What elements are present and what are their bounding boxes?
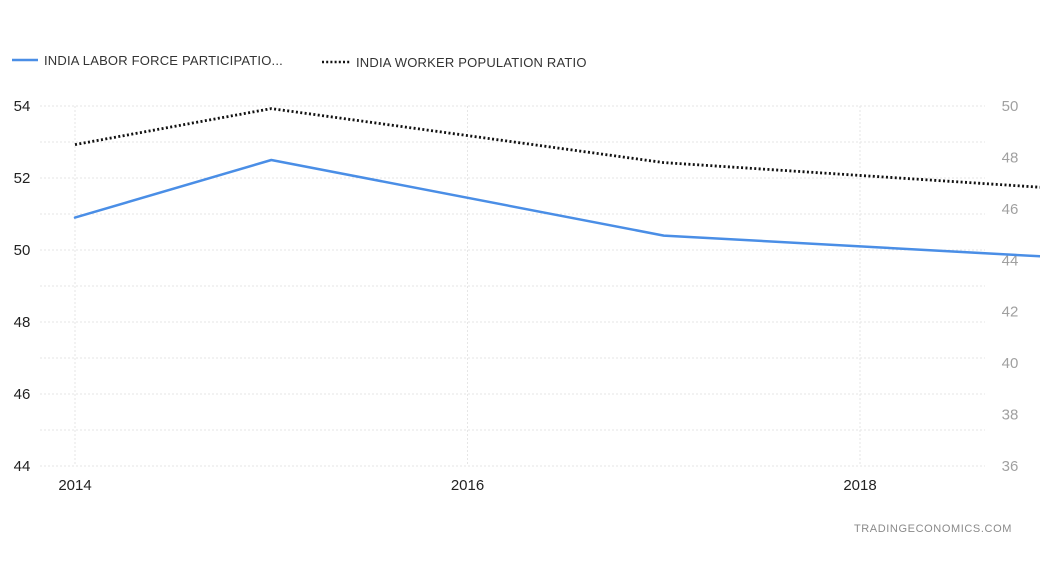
left-axis-tick-label: 54 [14, 98, 31, 115]
right-axis-tick-label: 40 [1002, 355, 1019, 372]
legend-label-labor-force: INDIA LABOR FORCE PARTICIPATIO... [44, 53, 283, 68]
series-layer [73, 107, 1040, 456]
left-axis-tick-label: 44 [14, 458, 31, 475]
right-axis-tick-label: 38 [1002, 407, 1019, 424]
left-axis-tick-label: 52 [14, 170, 31, 187]
x-axis-tick-label: 2016 [451, 477, 484, 494]
x-axis-tick-label: 2018 [843, 477, 876, 494]
right-axis-tick-label: 50 [1002, 98, 1019, 115]
left-axis-tick-label: 50 [14, 242, 31, 259]
x-axis-tick-label: 2014 [58, 477, 91, 494]
right-axis-tick-label: 46 [1002, 201, 1019, 218]
legend-label-worker-population: INDIA WORKER POPULATION RATIO [356, 55, 587, 70]
right-axis-tick-label: 44 [1002, 252, 1019, 269]
series-line-worker-population[interactable] [74, 107, 1040, 456]
grid [40, 105, 985, 467]
right-axis-tick-label: 36 [1002, 458, 1019, 475]
legend-item-labor-force[interactable]: INDIA LABOR FORCE PARTICIPATIO... [12, 53, 283, 68]
right-axis-ticks: 36 38 40 42 44 46 48 50 [1002, 98, 1019, 475]
legend-item-worker-population[interactable]: INDIA WORKER POPULATION RATIO [322, 55, 587, 70]
left-axis-tick-label: 48 [14, 314, 31, 331]
left-axis-tick-label: 46 [14, 386, 31, 403]
right-axis-tick-label: 48 [1002, 149, 1019, 166]
series-line-labor-force[interactable] [73, 158, 1040, 398]
x-axis-ticks: 20142016201820202022 [58, 477, 876, 494]
legend: INDIA LABOR FORCE PARTICIPATIO... INDIA … [12, 53, 587, 70]
left-axis-ticks: 44 46 48 50 52 54 [14, 98, 31, 475]
watermark: TRADINGECONOMICS.COM [854, 523, 1012, 535]
right-axis-tick-label: 42 [1002, 304, 1019, 321]
